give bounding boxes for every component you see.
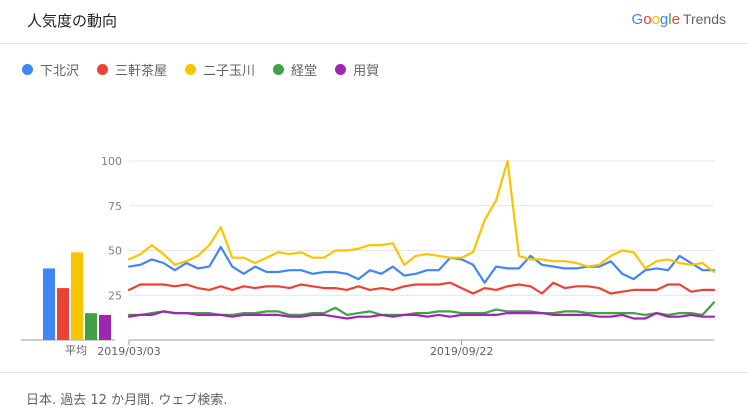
- average-bar: [85, 313, 97, 340]
- legend-label: 経堂: [291, 64, 318, 79]
- legend-item[interactable]: 経堂: [273, 60, 317, 79]
- brand-letter: o: [651, 11, 660, 28]
- brand-letter: o: [643, 11, 652, 28]
- y-tick-label: 50: [108, 245, 122, 258]
- chart-area: 平均 25 50 75 100 2019/03/03 2019/09/22: [21, 155, 716, 358]
- brand-letter: e: [671, 11, 680, 28]
- footer-text: 日本. 過去 12 か月間. ウェブ検索.: [26, 393, 228, 408]
- legend-dot-icon: [185, 64, 197, 75]
- trends-logo-text: Trends: [682, 11, 726, 27]
- google-trends-logo[interactable]: Google Trends: [632, 11, 726, 28]
- legend-item[interactable]: 用賀: [335, 60, 379, 79]
- legend-item[interactable]: 三軒茶屋: [97, 60, 167, 79]
- x-tick-label: 2019/09/22: [430, 345, 493, 358]
- series-line: [127, 301, 716, 316]
- google-logo-text: Google: [632, 11, 680, 28]
- legend-label: 用賀: [353, 64, 380, 79]
- brand-letter: G: [631, 11, 644, 28]
- legend-item[interactable]: 下北沢: [22, 60, 79, 79]
- y-tick-label: 75: [108, 200, 122, 213]
- y-tick-label: 25: [108, 289, 122, 302]
- legend-item[interactable]: 二子玉川: [185, 60, 255, 79]
- legend-dot-icon: [273, 64, 285, 75]
- average-bar: [71, 252, 83, 340]
- x-tick-label: 2019/03/03: [97, 345, 160, 358]
- legend-dot-icon: [335, 64, 347, 75]
- average-bar: [43, 268, 55, 340]
- average-label: 平均: [65, 344, 87, 357]
- legend-label: 二子玉川: [203, 64, 256, 79]
- legend-dot-icon: [22, 64, 33, 75]
- average-bar: [57, 288, 69, 340]
- series-line: [127, 159, 716, 274]
- card-footer: 日本. 過去 12 か月間. ウェブ検索.: [0, 372, 748, 417]
- card-header: 人気度の動向 Google Trends: [0, 0, 748, 44]
- series-line: [127, 281, 716, 295]
- chart-legend: 下北沢 三軒茶屋 二子玉川 経堂 用賀: [22, 60, 379, 79]
- legend-label: 三軒茶屋: [115, 64, 168, 79]
- y-tick-label: 100: [101, 155, 122, 168]
- brand-letter: g: [659, 11, 669, 28]
- series-line: [127, 245, 716, 284]
- legend-label: 下北沢: [40, 64, 80, 79]
- brand-letter: l: [668, 11, 672, 28]
- legend-dot-icon: [97, 64, 109, 75]
- average-bar: [99, 314, 111, 340]
- card-title: 人気度の動向: [27, 12, 118, 30]
- series-line: [127, 310, 716, 320]
